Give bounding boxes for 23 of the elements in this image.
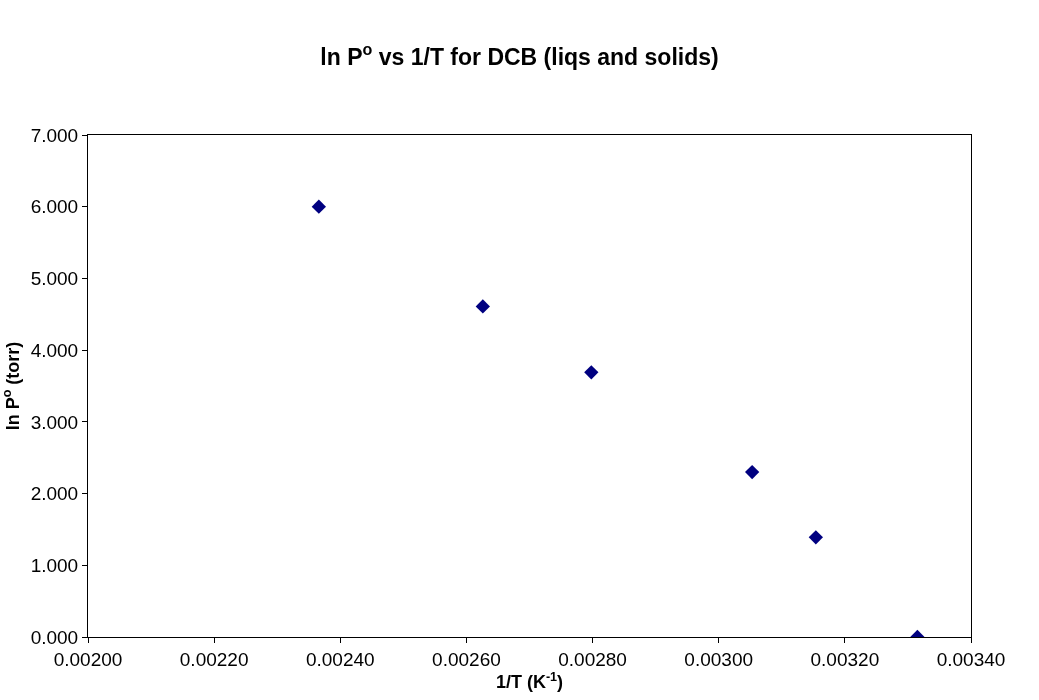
x-tick-label: 0.00320: [810, 648, 880, 670]
chart-title: ln P$^{o}$ vs 1/T for DCB (liqs and solids): [320, 40, 719, 71]
y-tick-label: 4.000: [30, 339, 79, 361]
x-tick-label: 0.00240: [305, 648, 375, 670]
y-tick-label: 5.000: [30, 268, 79, 290]
x-tick-label: 0.00260: [432, 648, 501, 670]
point: [311, 199, 326, 214]
y-tick-label: 1.000: [30, 554, 79, 576]
point: [808, 530, 823, 545]
x-tick-label: 0.00200: [53, 648, 123, 670]
x-tick-label: 0.00300: [684, 648, 754, 670]
point: [744, 464, 760, 480]
y-tick-label: 6.000: [30, 196, 79, 218]
x-tick-label: 0.00280: [558, 648, 627, 670]
x-tick-label: 0.00340: [936, 648, 1006, 670]
y-tick-label: 0.000: [30, 626, 79, 648]
y-tick-label: 3.000: [30, 411, 79, 433]
point: [475, 299, 490, 314]
y-tick-label: 7.000: [30, 124, 79, 146]
x-axis-title: 1/T (K$^{-1}$): [495, 669, 564, 693]
point: [584, 365, 599, 380]
x-tick-label: 0.00220: [179, 648, 249, 670]
y-tick-label: 2.000: [30, 483, 79, 505]
